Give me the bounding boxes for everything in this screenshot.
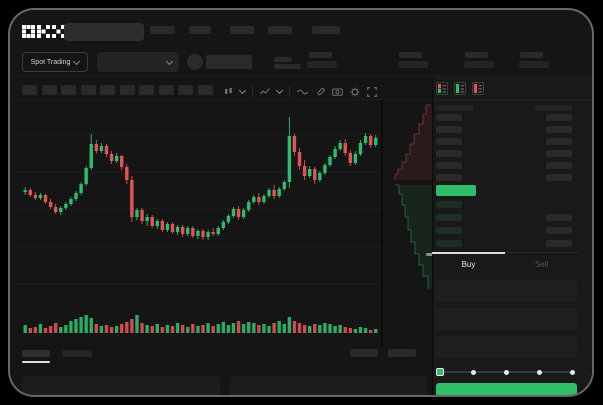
buy-tab-indicator xyxy=(432,252,505,254)
nav-item-skeleton[interactable] xyxy=(189,26,211,34)
search-input[interactable] xyxy=(64,23,144,41)
bid-amount-skeleton xyxy=(546,227,572,234)
coin-icon xyxy=(187,54,203,70)
okx-logo[interactable] xyxy=(22,25,66,39)
tab-bar-border xyxy=(505,252,578,253)
ask-amount-skeleton xyxy=(546,114,572,121)
stat-value-skeleton xyxy=(464,61,494,68)
chevron-down-icon xyxy=(73,57,81,65)
ask-price-skeleton[interactable] xyxy=(436,162,462,169)
timeframe-button-skeleton[interactable] xyxy=(100,85,115,95)
price-line-skeleton xyxy=(274,64,301,69)
stat-label-skeleton xyxy=(399,52,422,58)
order-amount-input[interactable] xyxy=(435,308,577,330)
draw-pencil-icon[interactable] xyxy=(315,87,325,97)
indicator-icon[interactable] xyxy=(260,87,270,96)
camera-icon[interactable] xyxy=(332,87,343,96)
stat-label-skeleton xyxy=(520,52,543,58)
market-type-label: Spot Trading xyxy=(30,58,71,66)
orderbook-amount-header xyxy=(534,105,572,111)
orderbook-price-header xyxy=(436,105,474,111)
bid-price-skeleton[interactable] xyxy=(436,201,462,208)
ask-price-skeleton[interactable] xyxy=(436,174,462,181)
divider xyxy=(289,86,290,97)
ask-amount-skeleton xyxy=(546,150,572,157)
active-tab-underline xyxy=(22,361,50,363)
stat-value-skeleton xyxy=(307,61,337,68)
bid-price-skeleton[interactable] xyxy=(436,240,462,247)
nav-item-skeleton[interactable] xyxy=(230,26,254,34)
ask-amount-skeleton xyxy=(546,174,572,181)
slider-stop-dot[interactable] xyxy=(470,369,476,375)
sell-tab-label: Sell xyxy=(534,259,549,269)
buy-tab-label: Buy xyxy=(461,259,476,269)
buy-submit-button[interactable] xyxy=(436,383,577,395)
chart-bottom-tab[interactable] xyxy=(62,350,92,357)
ask-price-skeleton[interactable] xyxy=(436,126,462,133)
timeframe-button-skeleton[interactable] xyxy=(119,85,135,95)
order-price-input[interactable] xyxy=(435,280,577,302)
bid-price-skeleton[interactable] xyxy=(436,227,462,234)
ask-price-skeleton[interactable] xyxy=(436,138,462,145)
pair-select-dropdown[interactable] xyxy=(97,52,179,72)
depth-chart xyxy=(394,104,432,289)
slider-stop-dot[interactable] xyxy=(569,369,575,375)
chart-depth-divider xyxy=(381,100,383,347)
slider-stop-dot[interactable] xyxy=(503,369,509,375)
price-line-skeleton xyxy=(274,57,292,62)
timeframe-button-skeleton[interactable] xyxy=(197,85,213,95)
interval-candle-icon[interactable] xyxy=(224,87,233,96)
chevron-down-icon[interactable] xyxy=(238,86,247,95)
nav-item-skeleton[interactable] xyxy=(150,26,175,34)
orderbook-divider xyxy=(432,99,592,100)
timeframe-button-skeleton[interactable] xyxy=(158,85,174,95)
settings-gear-icon[interactable] xyxy=(350,87,360,97)
bid-amount-skeleton xyxy=(546,214,572,221)
divider xyxy=(252,86,253,97)
timeframe-button-skeleton[interactable] xyxy=(61,85,76,95)
ask-amount-skeleton xyxy=(546,138,572,145)
stat-label-skeleton xyxy=(309,52,332,58)
tab-buy[interactable]: Buy xyxy=(432,257,505,271)
chevron-down-icon[interactable] xyxy=(275,86,284,95)
chart-bottom-tab-active[interactable] xyxy=(22,350,50,357)
chart-bottom-action[interactable] xyxy=(350,349,378,357)
nav-item-skeleton[interactable] xyxy=(312,26,340,34)
orderbook-view-toggles xyxy=(436,82,484,95)
ask-amount-skeleton xyxy=(546,162,572,169)
chart-tools xyxy=(224,86,377,97)
ask-price-skeleton[interactable] xyxy=(436,150,462,157)
tab-sell[interactable]: Sell xyxy=(505,257,578,271)
pair-name-skeleton[interactable] xyxy=(206,55,252,69)
market-type-selector[interactable]: Spot Trading xyxy=(22,52,88,72)
slider-stop-dot[interactable] xyxy=(536,369,542,375)
bid-price-skeleton[interactable] xyxy=(436,214,462,221)
orders-panel-skeleton xyxy=(22,376,220,395)
timeframe-button-skeleton[interactable] xyxy=(41,85,57,95)
ask-amount-skeleton xyxy=(546,126,572,133)
timeframe-button-skeleton[interactable] xyxy=(80,85,96,95)
chevron-down-icon xyxy=(165,57,174,65)
timeframe-button-skeleton[interactable] xyxy=(178,85,193,95)
chart-bottom-action[interactable] xyxy=(388,349,416,357)
orders-panel-skeleton xyxy=(230,376,427,395)
bid-amount-skeleton xyxy=(546,240,572,247)
ask-price-skeleton[interactable] xyxy=(436,114,462,121)
stat-label-skeleton xyxy=(465,52,488,58)
stat-value-skeleton xyxy=(398,61,428,68)
candlestick-chart[interactable] xyxy=(14,100,381,347)
app-window: Spot Trading Buy xyxy=(8,8,594,397)
timeframe-button-skeleton[interactable] xyxy=(139,85,154,95)
book-asks-icon[interactable] xyxy=(472,82,484,95)
timeframe-button-skeleton[interactable] xyxy=(22,85,37,95)
last-price-badge[interactable] xyxy=(436,185,476,196)
stat-value-skeleton xyxy=(519,61,549,68)
book-bids-icon[interactable] xyxy=(454,82,466,95)
book-combined-icon[interactable] xyxy=(436,82,448,95)
nav-item-skeleton[interactable] xyxy=(268,26,292,34)
slider-handle[interactable] xyxy=(436,368,444,376)
order-total-input[interactable] xyxy=(435,336,577,358)
fullscreen-icon[interactable] xyxy=(367,86,377,97)
wave-line-icon[interactable] xyxy=(297,88,308,96)
